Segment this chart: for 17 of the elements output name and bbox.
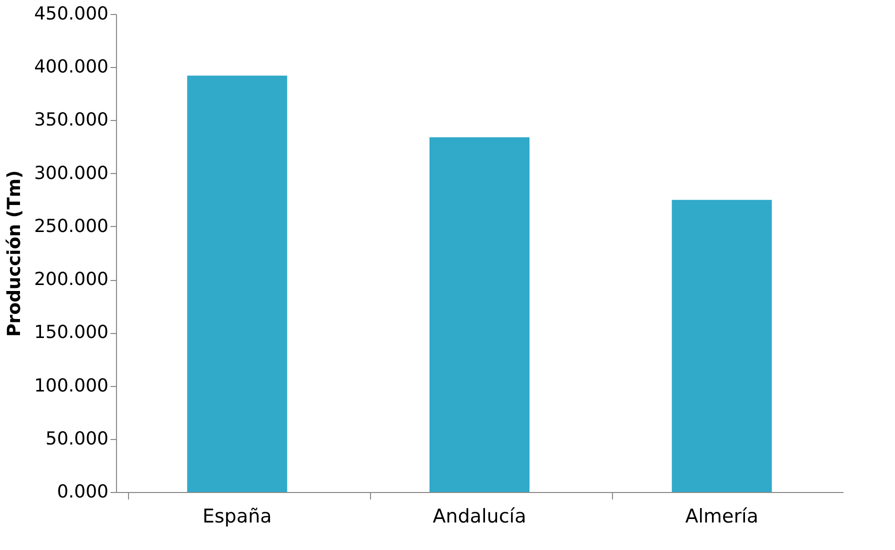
bar [187,76,288,492]
bar [672,200,772,492]
x-tick-label: Andalucía [432,506,526,528]
y-tick-label: 300.000 [34,162,108,184]
y-tick-label: 200.000 [34,269,108,290]
x-tick-label: España [202,506,272,528]
y-tick-label: 100.000 [34,375,108,396]
y-tick-label: 50.000 [46,428,108,450]
y-axis-title: Producción (Tm) [4,170,26,337]
y-tick-label: 250.000 [34,216,108,237]
y-tick-label: 450.000 [34,4,108,24]
bar [430,137,530,492]
y-tick-label: 150.000 [34,322,108,344]
y-tick-label: 350.000 [34,110,108,131]
y-tick-label: 400.000 [34,56,108,78]
y-tick-label: 0.000 [56,482,108,502]
x-tick-label: Almería [685,506,758,528]
